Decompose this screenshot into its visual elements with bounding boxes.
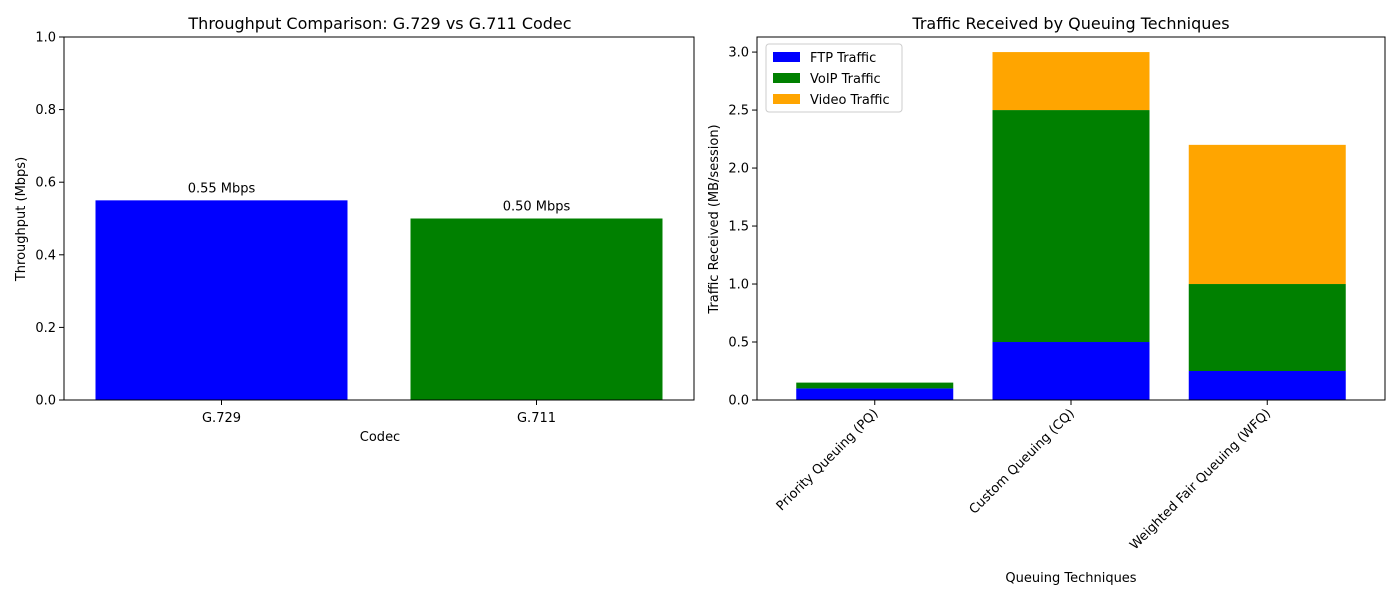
bar-segment-video-traffic (992, 52, 1150, 111)
y-tick-label: 2.0 (728, 162, 749, 177)
x-tick-label: Weighted Fair Queuing (WFQ) (1127, 406, 1274, 553)
y-tick-label: 0.2 (35, 321, 56, 336)
y-tick-label: 2.5 (728, 104, 749, 119)
throughput-chart: Throughput Comparison: G.729 vs G.711 Co… (14, 14, 695, 445)
bar-segment-voip-traffic (1188, 284, 1346, 372)
x-tick-label: Custom Queuing (CQ) (967, 406, 1078, 517)
right-axes-frame (756, 36, 1386, 401)
x-tick-label: G.711 (517, 411, 556, 426)
y-tick-label: 1.0 (35, 31, 56, 46)
bar-G.729 (95, 200, 348, 400)
y-tick-label: 0.4 (35, 248, 56, 263)
bar-segment-video-traffic (1188, 144, 1346, 285)
x-tick-label: G.729 (202, 411, 241, 426)
traffic-chart: Traffic Received by Queuing Techniques Q… (707, 14, 1386, 586)
bar-segment-ftp-traffic (796, 388, 954, 400)
left-x-axis-label: Codec (360, 430, 400, 445)
y-tick-label: 0.6 (35, 176, 56, 191)
bar-segment-ftp-traffic (1188, 371, 1346, 400)
right-chart-title: Traffic Received by Queuing Techniques (911, 14, 1229, 33)
y-tick-label: 1.5 (728, 220, 749, 235)
legend-label: FTP Traffic (810, 51, 876, 66)
left-chart-title: Throughput Comparison: G.729 vs G.711 Co… (187, 14, 571, 33)
right-plot-area: Priority Queuing (PQ) Custom Queuing (CQ)… (728, 36, 1386, 553)
x-tick-label: Priority Queuing (PQ) (774, 406, 882, 514)
y-tick-label: 0.5 (728, 336, 749, 351)
data-label: 0.55 Mbps (188, 181, 256, 196)
bar-segment-voip-traffic (992, 110, 1150, 343)
legend-label: VoIP Traffic (810, 72, 881, 87)
y-tick-label: 0.0 (728, 394, 749, 409)
y-tick-label: 0.0 (35, 394, 56, 409)
left-y-axis-label: Throughput (Mbps) (14, 157, 29, 282)
left-plot-area: 0.55 Mbps G.729 0.50 Mbps G.711 0.0 0.2 0.4 0.6… (35, 31, 695, 426)
legend-swatch (773, 52, 800, 62)
bar-segment-ftp-traffic (992, 342, 1150, 400)
right-y-axis-label: Traffic Received (MB/session) (707, 124, 722, 314)
legend-label: Video Traffic (810, 93, 890, 108)
y-tick-label: 3.0 (728, 46, 749, 61)
bar-G.711 (410, 218, 663, 400)
legend-swatch (773, 94, 800, 104)
legend: FTP Traffic VoIP Traffic Video Traffic (765, 43, 903, 113)
data-label: 0.50 Mbps (503, 200, 571, 215)
y-tick-label: 1.0 (728, 278, 749, 293)
right-x-axis-label: Queuing Techniques (1005, 571, 1136, 586)
left-axes-frame (63, 36, 695, 401)
bar-segment-voip-traffic (796, 382, 954, 389)
y-tick-label: 0.8 (35, 103, 56, 118)
legend-swatch (773, 73, 800, 83)
